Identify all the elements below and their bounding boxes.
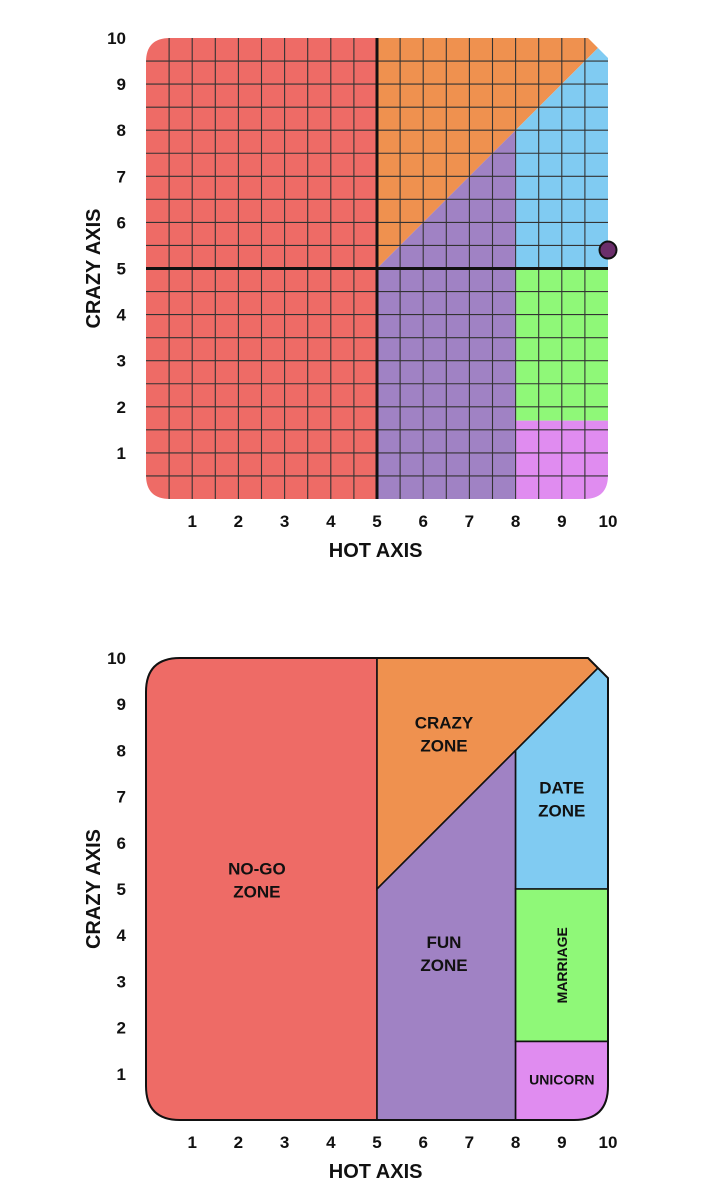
zone-unicorn (514, 1040, 608, 1120)
x-tick-label: 1 (187, 512, 196, 531)
x-tick-label: 7 (465, 512, 474, 531)
x-tick-label: 3 (280, 512, 289, 531)
y-tick-label: 2 (117, 398, 126, 417)
x-tick-label: 6 (418, 1133, 427, 1152)
y-tick-label: 6 (117, 213, 126, 232)
y-tick-label: 4 (117, 926, 127, 945)
x-tick-label: 2 (234, 512, 243, 531)
y-tick-label: 10 (107, 29, 126, 48)
data-point-0 (598, 240, 618, 260)
x-tick-label: 9 (557, 512, 566, 531)
x-axis-title: HOT AXIS (329, 1161, 423, 1183)
zone-label-no_go: NO-GO (228, 859, 286, 878)
x-tick-label: 4 (326, 1133, 336, 1152)
x-tick-label: 8 (511, 512, 520, 531)
x-tick-label: 8 (511, 1133, 520, 1152)
zone-label-no_go: ZONE (233, 882, 280, 901)
y-tick-label: 5 (117, 880, 126, 899)
x-tick-label: 5 (372, 1133, 381, 1152)
x-tick-label: 3 (280, 1133, 289, 1152)
y-tick-label: 5 (117, 260, 126, 279)
x-tick-label: 4 (326, 512, 336, 531)
x-tick-label: 1 (187, 1133, 196, 1152)
zone-label-fun: FUN (427, 933, 462, 952)
x-tick-label: 7 (465, 1133, 474, 1152)
zone-label-text: MARRIAGE (554, 927, 570, 1003)
zone-no_go (146, 658, 378, 1120)
plot-outline (145, 657, 609, 1121)
zone-label-crazy: CRAZY (415, 714, 474, 733)
x-tick-label: 9 (557, 1133, 566, 1152)
y-tick-label: 9 (117, 75, 126, 94)
x-tick-label: 10 (599, 1133, 618, 1152)
y-tick-label: 8 (117, 741, 126, 760)
y-axis-title: CRAZY AXIS (83, 829, 105, 949)
x-tick-label: 5 (372, 512, 381, 531)
zone-label-fun: ZONE (420, 956, 467, 975)
x-tick-label: 2 (234, 1133, 243, 1152)
zone-label-unicorn: UNICORN (529, 1071, 594, 1087)
zone-label-crazy: ZONE (420, 737, 467, 756)
zone-chart: NO-GO ZONE CRAZY ZONE FUN ZONE DATE ZONE MARRIAG… (83, 649, 617, 1183)
y-axis-title: CRAZY AXIS (83, 208, 105, 328)
y-tick-label: 10 (107, 649, 126, 668)
x-axis-title: HOT AXIS (329, 540, 423, 562)
y-tick-label: 1 (117, 1065, 126, 1084)
y-tick-label: 3 (117, 972, 126, 991)
y-tick-label: 7 (117, 788, 126, 807)
zone-label-marriage: MARRIAGE (554, 927, 570, 1003)
zone-label-date: ZONE (538, 801, 585, 820)
zone-label-date: DATE (539, 778, 584, 797)
y-tick-label: 9 (117, 695, 126, 714)
y-tick-label: 3 (117, 352, 126, 371)
plot-area (146, 658, 608, 1120)
y-tick-label: 8 (117, 121, 126, 140)
y-tick-label: 4 (117, 306, 127, 325)
y-tick-label: 6 (117, 834, 126, 853)
y-tick-label: 1 (117, 444, 126, 463)
x-tick-label: 6 (418, 512, 427, 531)
y-tick-label: 7 (117, 167, 126, 186)
x-tick-label: 10 (599, 512, 618, 531)
y-tick-label: 2 (117, 1019, 126, 1038)
grid-chart: 1 2 3 4 5 6 7 8 9 10 1 2 3 4 5 6 7 8 9 10 HOT AXIS CRAZY AXIS (83, 29, 618, 562)
